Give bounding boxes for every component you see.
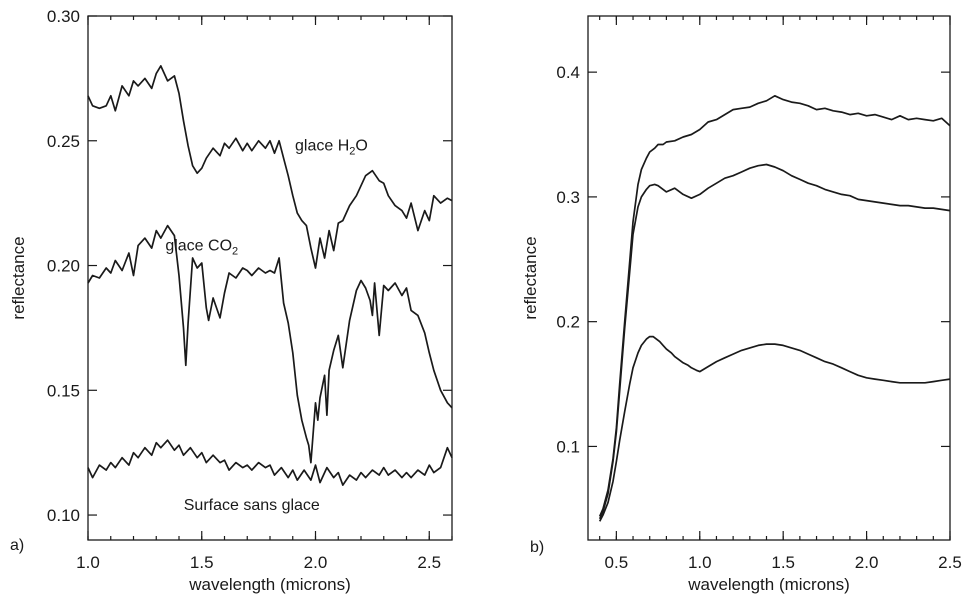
series-line-2 xyxy=(598,163,951,520)
x-tick-label: 0.5 xyxy=(605,553,629,572)
plot-frame xyxy=(587,15,951,541)
annotation-h2o-ice: glace H2O xyxy=(295,138,368,158)
panel-label: a) xyxy=(10,537,24,554)
x-axis-label: wavelength (microns) xyxy=(188,575,351,594)
y-axis-label: reflectance xyxy=(521,236,540,319)
y-tick-label: 0.1 xyxy=(556,437,580,456)
annotation-no-ice: Surface sans glace xyxy=(184,497,320,514)
x-tick-label: 2.0 xyxy=(304,553,328,572)
plot-frame xyxy=(87,15,453,541)
y-tick-label: 0.2 xyxy=(556,313,580,332)
annotation-co2-ice: glace CO2 xyxy=(165,238,238,258)
x-tick-label: 1.0 xyxy=(688,553,712,572)
x-tick-label: 2.0 xyxy=(855,553,879,572)
series-line-3 xyxy=(598,335,951,522)
series-line-1 xyxy=(87,65,453,269)
y-axis-label: reflectance xyxy=(9,236,28,319)
y-tick-label: 0.20 xyxy=(47,257,80,276)
y-tick-label: 0.10 xyxy=(47,506,80,525)
y-tick-label: 0.4 xyxy=(556,63,580,82)
x-tick-label: 1.5 xyxy=(771,553,795,572)
y-tick-label: 0.25 xyxy=(47,132,80,151)
x-tick-label: 1.5 xyxy=(190,553,214,572)
x-tick-label: 2.5 xyxy=(938,553,962,572)
panel-b: 0.5 1.0 1.5 2.0 2.5 0.1 0.2 0.3 0.4 wavelength (m… xyxy=(521,15,962,594)
x-tick-label: 1.0 xyxy=(76,553,100,572)
panel-a: 1.0 1.5 2.0 2.5 0.10 0.15 0.20 0.25 0.30 waveleng… xyxy=(9,7,453,594)
series-line-3 xyxy=(87,439,453,486)
y-tick-label: 0.3 xyxy=(556,188,580,207)
x-tick-label: 2.5 xyxy=(417,553,441,572)
y-tick-label: 0.30 xyxy=(47,7,80,26)
series-line-2 xyxy=(87,224,453,464)
x-axis-label: wavelength (microns) xyxy=(687,575,850,594)
panel-label: b) xyxy=(530,539,544,556)
series-line-1 xyxy=(598,94,951,517)
y-tick-label: 0.15 xyxy=(47,381,80,400)
